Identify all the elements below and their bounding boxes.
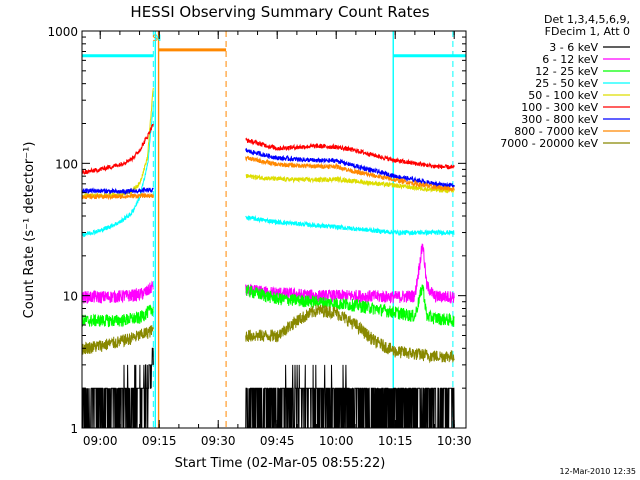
y-tick-label: 1	[70, 422, 78, 436]
series-line	[82, 104, 154, 238]
legend-label: 7000 - 20000 keV	[500, 137, 598, 150]
legend-label: 50 - 100 keV	[528, 89, 598, 102]
x-tick-label: 10:00	[319, 434, 354, 448]
series-line	[82, 192, 154, 201]
legend-label: 100 - 300 keV	[521, 101, 598, 114]
series-line	[245, 173, 455, 194]
timestamp: 12-Mar-2010 12:35	[560, 467, 637, 476]
series-line	[245, 304, 455, 364]
legend-label: 25 - 50 keV	[535, 77, 598, 90]
series-line	[82, 123, 154, 175]
y-axis-label: Count Rate (s⁻¹ detector⁻¹)	[22, 142, 37, 319]
legend-label: 300 - 800 keV	[521, 113, 598, 126]
series-line	[245, 155, 455, 193]
legend-label: 12 - 25 keV	[535, 65, 598, 78]
series-line	[245, 147, 455, 189]
legend-label: 800 - 7000 keV	[514, 125, 598, 138]
x-tick-label: 09:15	[142, 434, 177, 448]
x-tick-label: 09:00	[83, 434, 118, 448]
y-tick-label: 100	[55, 157, 78, 171]
y-tick-label: 10	[63, 290, 78, 304]
series-line	[82, 325, 154, 355]
series-line	[82, 186, 154, 196]
x-tick-label: 10:30	[437, 434, 472, 448]
x-tick-label: 09:30	[201, 434, 236, 448]
x-tick-label: 09:45	[260, 434, 295, 448]
plot-frame	[81, 30, 467, 429]
series-line	[245, 243, 455, 305]
series-line	[82, 280, 154, 304]
axes: 1 10 100 1000 09:00 09:15 09:30 09:45 10:00 10:15…	[47, 25, 471, 448]
series-line	[82, 304, 154, 328]
y-tick-label: 1000	[47, 25, 78, 39]
legend-header: Det 1,3,4,5,6,9,	[544, 13, 630, 26]
legend-label: 6 - 12 keV	[542, 53, 598, 66]
flag-label: S	[152, 34, 158, 44]
plot-area: SN	[82, 31, 466, 429]
series-line	[245, 215, 455, 237]
series-line	[245, 284, 455, 327]
series-line	[82, 347, 154, 429]
flag-label: N	[155, 34, 162, 44]
legend-header: FDecim 1, Att 0	[545, 25, 630, 38]
legend-label: 3 - 6 keV	[549, 41, 598, 54]
series-line	[245, 137, 455, 170]
series-line	[245, 364, 455, 429]
chart-title: HESSI Observing Summary Count Rates	[130, 3, 429, 21]
legend: Det 1,3,4,5,6,9,FDecim 1, Att 0 3 - 6 keV…	[500, 13, 630, 150]
x-tick-label: 10:15	[378, 434, 413, 448]
x-axis-label: Start Time (02-Mar-05 08:55:22)	[175, 456, 386, 471]
